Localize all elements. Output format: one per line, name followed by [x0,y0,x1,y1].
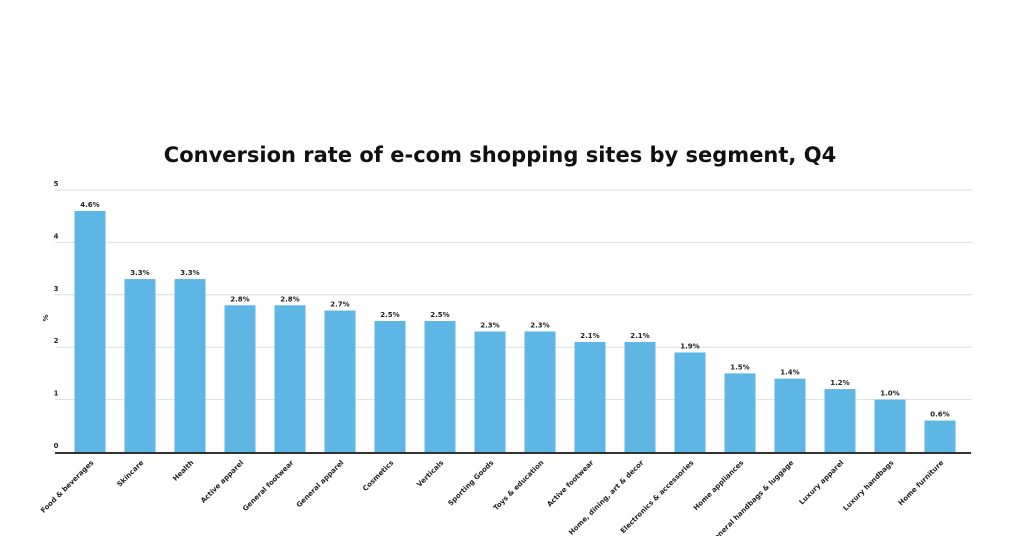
data-label: 1.2% [830,379,849,387]
data-label: 1.4% [780,369,799,377]
data-label: 0.6% [930,411,949,419]
bar [674,352,706,452]
x-tick-label: Luxury apparel [798,459,846,507]
x-tick-label: Toys & education [492,459,545,512]
x-tick-label: Skincare [116,459,146,489]
data-label: 3.3% [130,269,149,277]
data-label: 2.8% [280,295,299,303]
y-tick-label: 1 [54,390,59,398]
bar [324,310,356,452]
x-tick-label: Home furniture [897,459,946,508]
data-label: 2.1% [580,332,599,340]
data-label: 2.5% [430,311,449,319]
bar [124,279,156,452]
x-tick-label: Food & beverages [39,459,95,515]
bar [474,331,506,452]
bar [374,321,406,452]
bar [424,321,456,452]
data-label: 2.5% [380,311,399,319]
data-label: 2.7% [330,301,349,309]
data-label: 1.5% [730,363,749,371]
data-label: 1.0% [880,390,899,398]
data-label: 3.3% [180,269,199,277]
x-tick-label: Verticals [415,459,445,489]
bar [824,389,856,452]
data-label: 2.3% [480,321,499,329]
y-tick-label: 4 [54,232,59,240]
x-tick-label: Active footwear [546,458,596,508]
data-label: 2.8% [230,295,249,303]
bar [774,378,806,452]
bar [924,420,956,452]
bar [574,341,606,452]
y-tick-label: 3 [54,285,59,293]
bar [524,331,556,452]
x-tick-label: General handbags & luggage [709,459,796,536]
x-tick-label: General apparel [295,459,345,509]
y-tick-label: 2 [54,337,59,345]
x-tick-label: Sporting Goods [447,459,496,508]
x-tick-label: Cosmetics [361,459,395,493]
x-tick-label: Luxury handbags [842,459,896,513]
bar [724,373,756,452]
x-tick-label: Health [171,459,195,483]
y-axis-label: % [42,314,50,321]
bar [174,279,206,452]
x-tick-label: Active apparel [199,459,245,505]
bar [874,399,906,452]
data-label: 4.6% [80,201,99,209]
y-tick-label: 0 [54,442,59,450]
data-label: 1.9% [680,342,699,350]
y-tick-label: 5 [54,180,59,188]
x-tick-label: General footwear [241,458,296,513]
data-label: 2.3% [530,321,549,329]
data-label: 2.1% [630,332,649,340]
x-tick-label: Home appliances [692,459,745,512]
bar [274,305,306,452]
bar [624,341,656,452]
bar [224,305,256,452]
chart-title: Conversion rate of e-com shopping sites … [164,143,836,167]
bar [74,210,106,452]
